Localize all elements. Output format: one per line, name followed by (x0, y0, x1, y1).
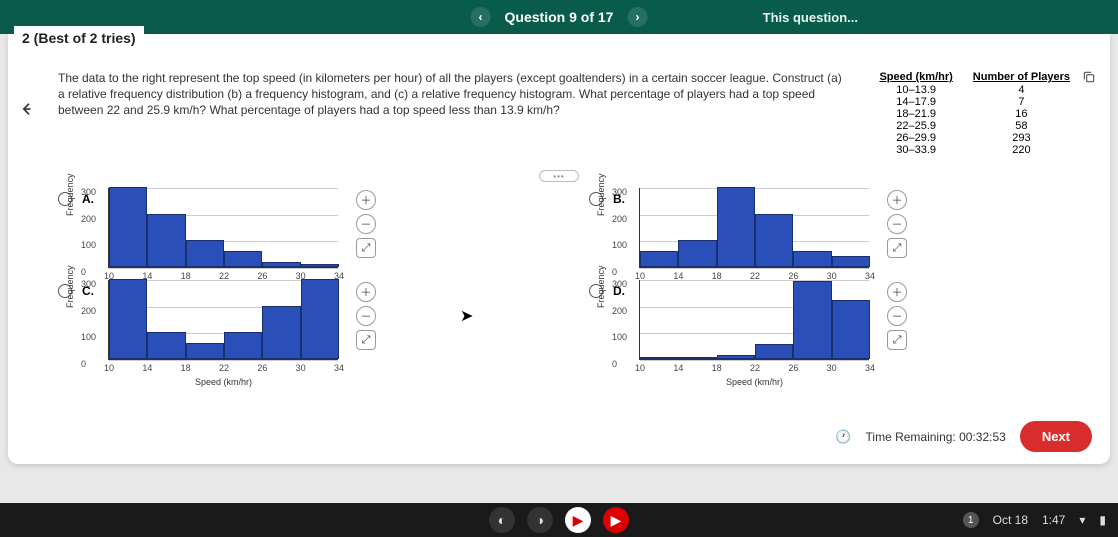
taskbar-time: 1:47 (1042, 513, 1065, 527)
option-a: A. 010020030010141822263034FrequencySpee… (58, 188, 529, 268)
table-header-speed: Speed (km/hr) (869, 70, 962, 84)
next-question-button[interactable]: › (627, 7, 647, 27)
clock-icon: 🕐 (835, 429, 851, 445)
expand-chart-icon[interactable]: ⤢ (356, 330, 376, 350)
histogram-d: 010020030010141822263034FrequencySpeed (… (639, 280, 869, 360)
zoom-out-icon[interactable]: － (356, 306, 376, 326)
expand-chart-icon[interactable]: ⤢ (887, 330, 907, 350)
table-row: 26–29.9293 (869, 132, 1080, 144)
app-icon[interactable]: ◑ (527, 507, 553, 533)
zoom-in-icon[interactable]: ＋ (887, 282, 907, 302)
histogram-b: 010020030010141822263034FrequencySpeed (… (639, 188, 869, 268)
taskbar: ◐ ◑ ▶ ▶ 1 Oct 18 1:47 ▾ ▮ (0, 503, 1118, 537)
expand-chart-icon[interactable]: ⤢ (356, 238, 376, 258)
expand-button[interactable]: ••• (539, 170, 579, 182)
zoom-in-icon[interactable]: ＋ (356, 282, 376, 302)
youtube-icon[interactable]: ▶ (603, 507, 629, 533)
table-row: 10–13.94 (869, 84, 1080, 96)
question-status-text: This question... (763, 10, 858, 25)
table-header-count: Number of Players (963, 70, 1080, 84)
prev-question-button[interactable]: ‹ (471, 7, 491, 27)
app-icon[interactable]: ◐ (489, 507, 515, 533)
content-panel: 2 (Best of 2 tries) The data to the righ… (8, 34, 1110, 464)
question-counter: Question 9 of 17 (505, 9, 614, 25)
table-row: 30–33.9220 (869, 144, 1080, 156)
table-row: 18–21.916 (869, 108, 1080, 120)
back-icon[interactable] (18, 98, 40, 120)
zoom-out-icon[interactable]: － (887, 214, 907, 234)
top-bar: ‹ Question 9 of 17 › This question... (0, 0, 1118, 34)
expand-chart-icon[interactable]: ⤢ (887, 238, 907, 258)
taskbar-date: Oct 18 (993, 513, 1028, 527)
wifi-icon[interactable]: ▾ (1079, 513, 1085, 527)
table-row: 22–25.958 (869, 120, 1080, 132)
histogram-a: 010020030010141822263034FrequencySpeed (… (108, 188, 338, 268)
taskbar-center: ◐ ◑ ▶ ▶ (489, 507, 629, 533)
zoom-in-icon[interactable]: ＋ (887, 190, 907, 210)
option-d: D. 010020030010141822263034FrequencySpee… (589, 280, 1060, 360)
app-icon[interactable]: ▶ (565, 507, 591, 533)
next-button[interactable]: Next (1020, 421, 1092, 452)
table-row: 14–17.97 (869, 96, 1080, 108)
question-text: The data to the right represent the top … (58, 70, 849, 156)
zoom-in-icon[interactable]: ＋ (356, 190, 376, 210)
battery-icon[interactable]: ▮ (1099, 513, 1106, 527)
zoom-out-icon[interactable]: － (887, 306, 907, 326)
footer: 🕐 Time Remaining: 00:32:53 Next (835, 421, 1092, 452)
option-b: B. 010020030010141822263034FrequencySpee… (589, 188, 1060, 268)
notification-icon[interactable]: 1 (963, 512, 979, 528)
histogram-c: 010020030010141822263034FrequencySpeed (… (108, 280, 338, 360)
tries-label: 2 (Best of 2 tries) (14, 26, 144, 50)
data-table: Speed (km/hr) Number of Players 10–13.94… (869, 70, 1080, 156)
options-area: A. 010020030010141822263034FrequencySpee… (22, 188, 1096, 360)
data-table-wrap: Speed (km/hr) Number of Players 10–13.94… (869, 70, 1096, 156)
option-c: C. 010020030010141822263034FrequencySpee… (58, 280, 529, 360)
copy-table-icon[interactable] (1082, 70, 1096, 84)
divider: ••• (22, 170, 1096, 182)
time-remaining: Time Remaining: 00:32:53 (866, 430, 1006, 444)
zoom-out-icon[interactable]: － (356, 214, 376, 234)
